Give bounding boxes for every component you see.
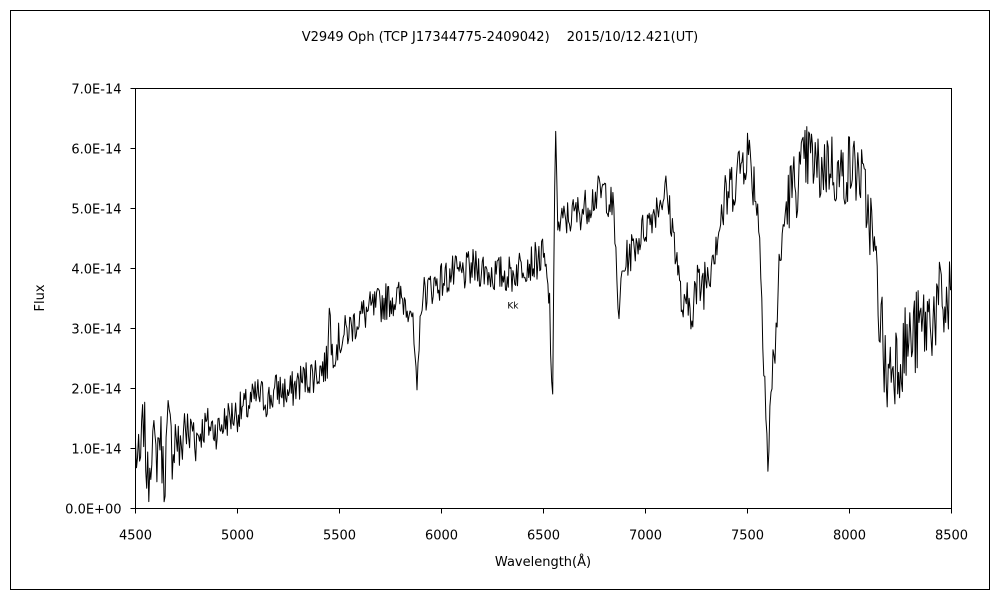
y-tick-label: 3.0E-14 <box>71 323 121 338</box>
annotation-layer: Kk <box>507 302 519 312</box>
y-tick-label: 6.0E-14 <box>71 143 121 158</box>
spectrum-line-0 <box>135 126 952 503</box>
y-tick-label: 7.0E-14 <box>71 83 121 98</box>
x-axis-label: Wavelength(Å) <box>495 554 591 570</box>
y-tick-label: 0.0E+00 <box>65 503 121 518</box>
x-tick-label: 8500 <box>935 529 968 544</box>
x-tick-label: 5500 <box>323 529 356 544</box>
x-tick-label: 4500 <box>119 529 152 544</box>
y-tick-label: 5.0E-14 <box>71 203 121 218</box>
x-tick-label: 5000 <box>221 529 254 544</box>
annotation-label: Kk <box>507 302 519 312</box>
series-layer <box>135 126 952 503</box>
x-tick-label: 7500 <box>731 529 764 544</box>
plot-area <box>135 88 952 509</box>
y-tick-label: 1.0E-14 <box>71 443 121 458</box>
y-tick-label: 4.0E-14 <box>71 263 121 278</box>
chart-title: V2949 Oph (TCP J17344775-2409042) 2015/1… <box>302 30 699 45</box>
x-axis-ticks: 4500 5000 5500 6000 6500 7000 7500 8000 8500 <box>119 508 968 544</box>
x-tick-label: 8000 <box>833 529 866 544</box>
y-axis-label: Flux <box>33 284 48 311</box>
x-tick-label: 6500 <box>527 529 560 544</box>
y-axis-ticks: 0.0E+00 1.0E-14 2.0E-14 3.0E-14 4.0E-14 5.0E-… <box>65 83 136 518</box>
y-tick-label: 2.0E-14 <box>71 383 121 398</box>
x-tick-label: 6000 <box>425 529 458 544</box>
x-tick-label: 7000 <box>629 529 662 544</box>
